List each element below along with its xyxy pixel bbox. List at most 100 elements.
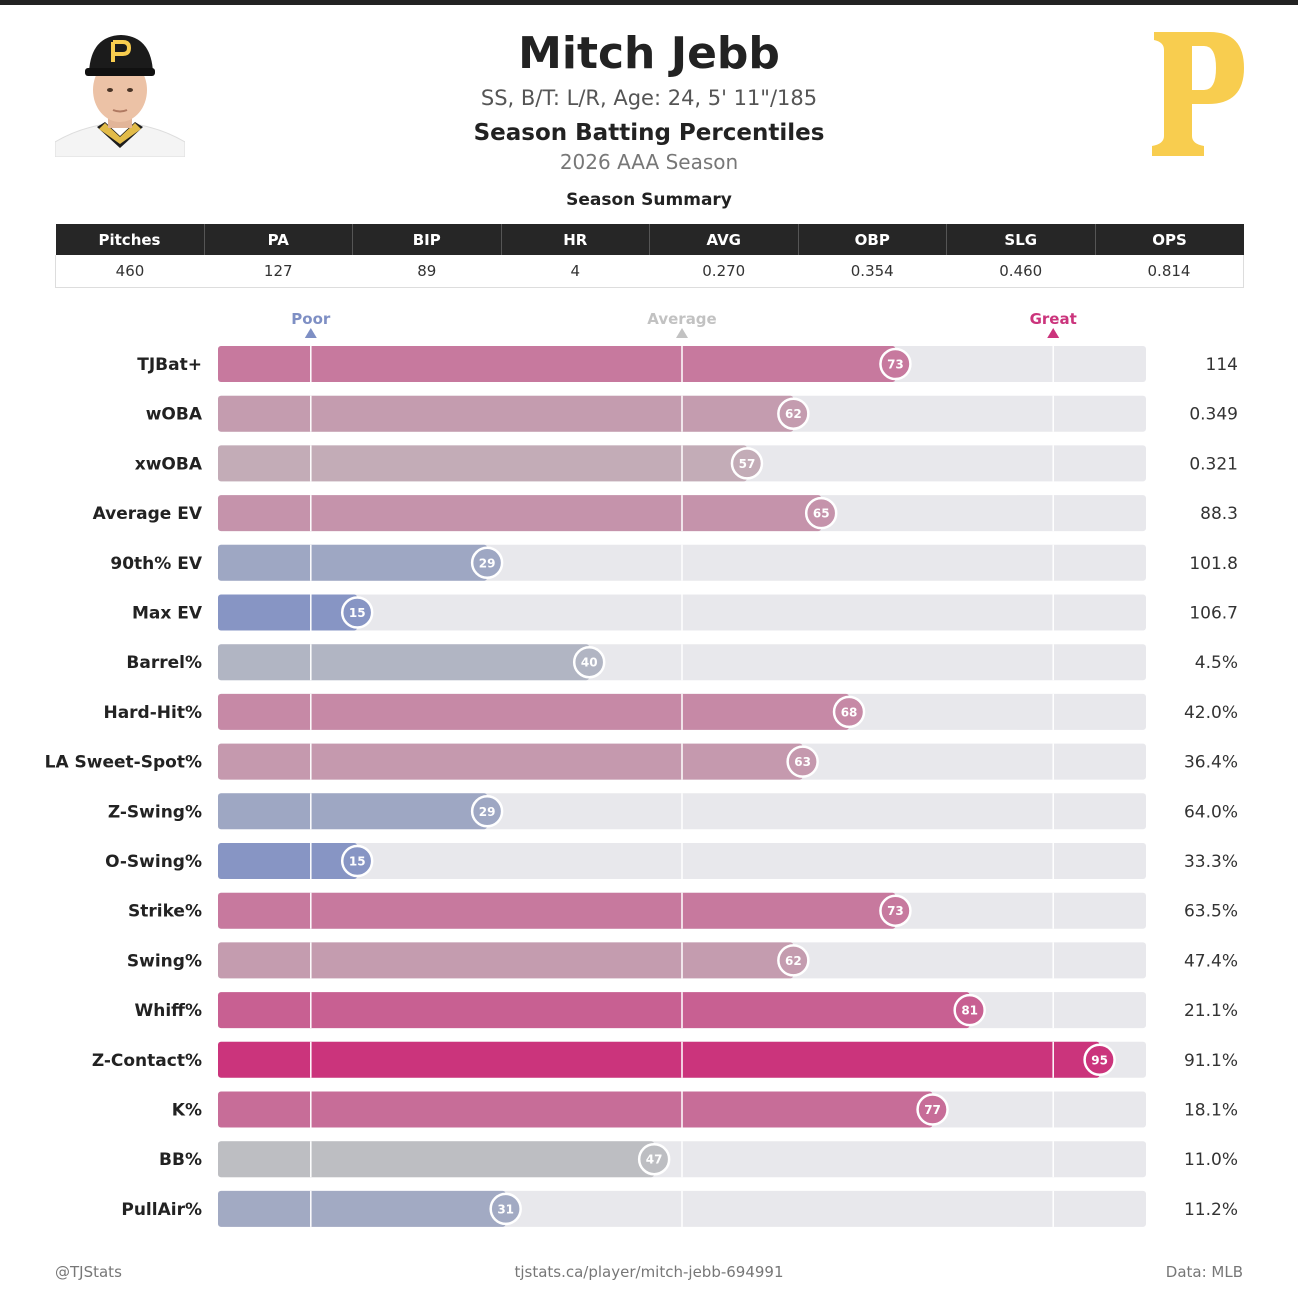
metric-label: Barrel% bbox=[126, 653, 202, 673]
percentile-chart: Poor Average Great TJBat+ 73 114 wOBA 62 0.349 xw… bbox=[45, 310, 1238, 1227]
percentile-bubble bbox=[1083, 1043, 1116, 1077]
stat-value: 4.5% bbox=[1195, 653, 1238, 673]
stat-value: 36.4% bbox=[1184, 753, 1238, 773]
summary-col-header: HR bbox=[500, 224, 650, 255]
summary-col-header: OBP bbox=[797, 224, 947, 255]
percentile-bar bbox=[218, 693, 850, 730]
metric-label: 90th% EV bbox=[110, 554, 202, 574]
percentile-bar bbox=[218, 644, 590, 681]
metric-label: BB% bbox=[159, 1150, 202, 1170]
summary-col-header: OPS bbox=[1094, 224, 1244, 255]
metric-label: LA Sweet-Spot% bbox=[45, 753, 202, 773]
summary-title: Season Summary bbox=[566, 190, 732, 210]
summary-value-row: 460 127 89 4 0.270 0.354 0.460 0.814 bbox=[55, 255, 1244, 288]
stat-value: 47.4% bbox=[1184, 951, 1238, 971]
percentile-bubble bbox=[340, 596, 374, 629]
percentile-bar bbox=[218, 594, 358, 631]
stat-value: 101.8 bbox=[1189, 554, 1238, 574]
metric-label: Z-Swing% bbox=[108, 802, 202, 822]
percentile-bar bbox=[218, 793, 488, 830]
metric-label: Max EV bbox=[132, 604, 203, 624]
summary-cell: 460 bbox=[55, 255, 204, 288]
footer-url[interactable]: tjstats.ca/player/mitch-jebb-694991 bbox=[514, 1263, 784, 1281]
percentile-bar bbox=[218, 1041, 1100, 1078]
summary-cell: 0.270 bbox=[649, 255, 798, 288]
top-rule bbox=[0, 0, 1298, 5]
summary-cell: 89 bbox=[352, 255, 501, 288]
stat-value: 33.3% bbox=[1184, 852, 1238, 872]
percentile-bar bbox=[218, 445, 747, 482]
percentile-bar bbox=[218, 1141, 655, 1178]
stat-value: 18.1% bbox=[1184, 1101, 1238, 1121]
summary-cell: 127 bbox=[204, 255, 353, 288]
stat-value: 88.3 bbox=[1200, 504, 1238, 524]
metric-label: wOBA bbox=[146, 405, 203, 425]
percentile-value: 73 bbox=[887, 904, 904, 918]
stat-value: 64.0% bbox=[1184, 802, 1238, 822]
marker-triangle-great bbox=[1047, 328, 1060, 338]
marker-triangle-poor bbox=[304, 328, 317, 338]
stat-value: 11.2% bbox=[1184, 1200, 1238, 1220]
metric-label: Strike% bbox=[128, 902, 202, 922]
percentile-bar bbox=[218, 495, 822, 532]
percentile-value: 31 bbox=[497, 1202, 514, 1216]
percentile-value: 29 bbox=[479, 805, 496, 819]
metric-label: Whiff% bbox=[135, 1001, 203, 1021]
percentile-bubble bbox=[879, 894, 912, 927]
marker-triangle-average bbox=[676, 328, 688, 338]
percentile-value: 65 bbox=[813, 507, 830, 521]
percentile-value: 15 bbox=[349, 606, 366, 620]
percentile-value: 40 bbox=[581, 656, 598, 670]
footer-source: Data: MLB bbox=[1165, 1263, 1243, 1281]
player-headshot-icon bbox=[55, 35, 185, 157]
summary-col-header: PA bbox=[203, 224, 353, 255]
summary-header-row: Pitches PA BIP HR AVG OBP SLG OPS bbox=[55, 224, 1244, 255]
pirates-p-logo-icon bbox=[1152, 32, 1244, 156]
summary-cell: 0.354 bbox=[798, 255, 947, 288]
percentile-bubble bbox=[804, 496, 838, 530]
player-info: SS, B/T: L/R, Age: 24, 5' 11"/185 bbox=[480, 86, 818, 110]
stat-value: 114 bbox=[1206, 355, 1238, 375]
stat-value: 106.7 bbox=[1189, 604, 1238, 624]
metric-label: xwOBA bbox=[135, 454, 203, 474]
percentile-value: 29 bbox=[479, 556, 496, 570]
percentile-value: 68 bbox=[841, 705, 858, 719]
percentile-bar bbox=[218, 843, 358, 879]
stat-value: 91.1% bbox=[1184, 1051, 1238, 1071]
header: Mitch Jebb SS, B/T: L/R, Age: 24, 5' 11"… bbox=[0, 0, 1298, 230]
stat-value: 0.349 bbox=[1189, 405, 1238, 425]
percentile-bar bbox=[218, 395, 794, 432]
metric-label: PullAir% bbox=[121, 1200, 202, 1220]
chart-title: Season Batting Percentiles bbox=[473, 120, 825, 146]
summary-cell: 0.460 bbox=[946, 255, 1095, 288]
percentile-bar bbox=[218, 1190, 506, 1227]
percentile-value: 15 bbox=[349, 855, 366, 869]
percentile-bubble bbox=[832, 695, 866, 729]
metric-label: Swing% bbox=[127, 951, 202, 971]
metric-label: O-Swing% bbox=[105, 852, 202, 872]
metric-label: Z-Contact% bbox=[92, 1051, 202, 1071]
percentile-bubble bbox=[786, 745, 819, 778]
summary-col-header: BIP bbox=[352, 224, 501, 255]
season-summary-table: Pitches PA BIP HR AVG OBP SLG OPS 460 12… bbox=[55, 224, 1244, 288]
percentile-bubble bbox=[879, 347, 912, 381]
percentile-value: 73 bbox=[887, 358, 904, 372]
percentile-bubble bbox=[953, 993, 986, 1027]
percentile-bar bbox=[218, 743, 803, 780]
percentile-bubble bbox=[470, 795, 504, 828]
summary-col-header: SLG bbox=[946, 224, 1095, 255]
marker-label-poor: Poor bbox=[291, 310, 331, 328]
summary-col-header: Pitches bbox=[55, 224, 204, 255]
metric-label: Average EV bbox=[93, 504, 203, 524]
percentile-bubble bbox=[916, 1093, 949, 1126]
stat-value: 0.321 bbox=[1189, 454, 1238, 474]
marker-label-average: Average bbox=[647, 310, 716, 328]
stat-value: 21.1% bbox=[1184, 1001, 1238, 1021]
marker-label-great: Great bbox=[1030, 310, 1077, 328]
percentile-bar bbox=[218, 992, 970, 1029]
percentile-bar bbox=[218, 942, 794, 979]
percentile-bubble bbox=[340, 844, 374, 878]
stat-value: 11.0% bbox=[1184, 1150, 1238, 1170]
percentile-bubble bbox=[572, 645, 606, 679]
percentile-bar bbox=[218, 892, 896, 929]
